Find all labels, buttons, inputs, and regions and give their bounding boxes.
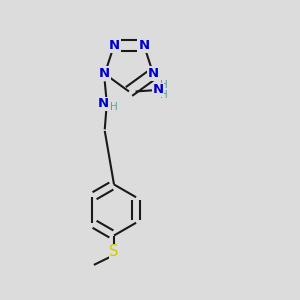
- Text: H: H: [160, 90, 167, 100]
- Text: N: N: [138, 39, 150, 52]
- Text: H: H: [160, 80, 167, 90]
- Text: N: N: [148, 68, 159, 80]
- Text: N: N: [108, 39, 120, 52]
- Text: N: N: [98, 98, 109, 110]
- Text: S: S: [109, 244, 119, 260]
- Text: N: N: [152, 83, 164, 97]
- Text: N: N: [99, 68, 110, 80]
- Text: H: H: [110, 102, 118, 112]
